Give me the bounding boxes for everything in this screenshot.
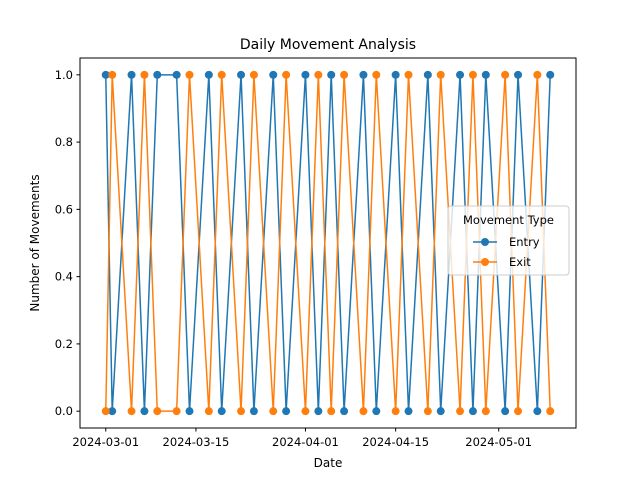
y-axis: 0.0 0.2 0.4 0.6 0.8 1.0 [55, 68, 80, 418]
x-tick-label: 2024-04-15 [362, 435, 429, 449]
plot-frame [79, 57, 577, 429]
legend-item-exit: Exit [473, 255, 531, 269]
x-tick-label: 2024-05-01 [465, 435, 532, 449]
y-tick-label: 0.0 [55, 404, 73, 418]
x-axis-label: Date [314, 456, 343, 470]
data-point-entry [514, 70, 523, 79]
series-entry [101, 70, 555, 416]
y-tick-label: 0.2 [55, 337, 73, 351]
data-point-exit [501, 70, 510, 79]
data-point-exit [237, 407, 246, 416]
data-point-exit [327, 407, 336, 416]
data-point-entry [204, 70, 213, 79]
data-point-exit [301, 407, 310, 416]
data-point-exit [514, 407, 523, 416]
data-point-entry [404, 407, 413, 416]
y-tick-label: 0.4 [55, 270, 73, 284]
data-point-exit [140, 70, 149, 79]
data-point-entry [301, 70, 310, 79]
legend-label: Entry [509, 235, 540, 249]
data-point-entry [340, 407, 349, 416]
legend-item-entry: Entry [473, 235, 540, 249]
data-point-exit [204, 407, 213, 416]
data-point-exit [185, 70, 194, 79]
data-point-entry [327, 70, 336, 79]
data-point-entry [237, 70, 246, 79]
y-tick-label: 0.6 [55, 202, 73, 216]
data-point-entry [140, 407, 149, 416]
legend-box [447, 205, 570, 276]
data-point-exit [127, 407, 136, 416]
data-point-exit [372, 70, 381, 79]
data-point-exit [468, 70, 477, 79]
data-point-exit [172, 407, 181, 416]
data-point-entry [127, 70, 136, 79]
data-point-entry [217, 407, 226, 416]
data-point-exit [314, 70, 323, 79]
legend-swatch-marker [481, 238, 489, 246]
data-point-entry [391, 70, 400, 79]
data-point-entry [423, 70, 432, 79]
data-point-entry [546, 70, 555, 79]
legend-title: Movement Type [463, 213, 554, 227]
data-point-entry [501, 407, 510, 416]
legend: Movement Type Entry Exit [447, 205, 570, 276]
data-point-exit [108, 70, 117, 79]
legend-items: Entry Exit [473, 235, 540, 269]
data-point-entry [153, 70, 162, 79]
data-point-entry [359, 70, 368, 79]
data-point-entry [468, 407, 477, 416]
data-point-exit [249, 70, 258, 79]
data-point-exit [153, 407, 162, 416]
data-point-exit [359, 407, 368, 416]
data-point-entry [481, 70, 490, 79]
data-point-exit [404, 70, 413, 79]
data-point-entry [282, 407, 291, 416]
data-point-exit [340, 70, 349, 79]
data-point-entry [372, 407, 381, 416]
data-point-exit [101, 407, 110, 416]
series-layer [101, 70, 555, 416]
data-point-exit [217, 70, 226, 79]
x-tick-label: 2024-03-15 [163, 435, 230, 449]
data-point-entry [101, 70, 110, 79]
data-point-exit [436, 70, 445, 79]
data-point-entry [249, 407, 258, 416]
data-point-entry [269, 70, 278, 79]
x-tick-label: 2024-03-01 [72, 435, 139, 449]
series-exit [101, 70, 555, 416]
legend-swatch-marker [481, 258, 489, 266]
x-axis: 2024-03-01 2024-03-15 2024-04-01 2024-04-15… [72, 428, 532, 449]
y-tick-label: 1.0 [55, 68, 73, 82]
data-point-entry [108, 407, 117, 416]
data-point-exit [546, 407, 555, 416]
y-tick-label: 0.8 [55, 135, 73, 149]
chart-title: Daily Movement Analysis [240, 37, 416, 53]
x-tick-label: 2024-04-01 [272, 435, 339, 449]
data-point-entry [172, 70, 181, 79]
data-point-exit [533, 70, 542, 79]
data-point-entry [185, 407, 194, 416]
data-point-entry [456, 70, 465, 79]
legend-label: Exit [509, 255, 531, 269]
data-point-exit [391, 407, 400, 416]
data-point-exit [269, 407, 278, 416]
data-point-exit [423, 407, 432, 416]
data-point-entry [436, 407, 445, 416]
data-point-entry [533, 407, 542, 416]
data-point-exit [282, 70, 291, 79]
data-point-exit [481, 407, 490, 416]
data-point-entry [314, 407, 323, 416]
y-axis-label: Number of Movements [28, 174, 42, 311]
data-point-exit [456, 407, 465, 416]
